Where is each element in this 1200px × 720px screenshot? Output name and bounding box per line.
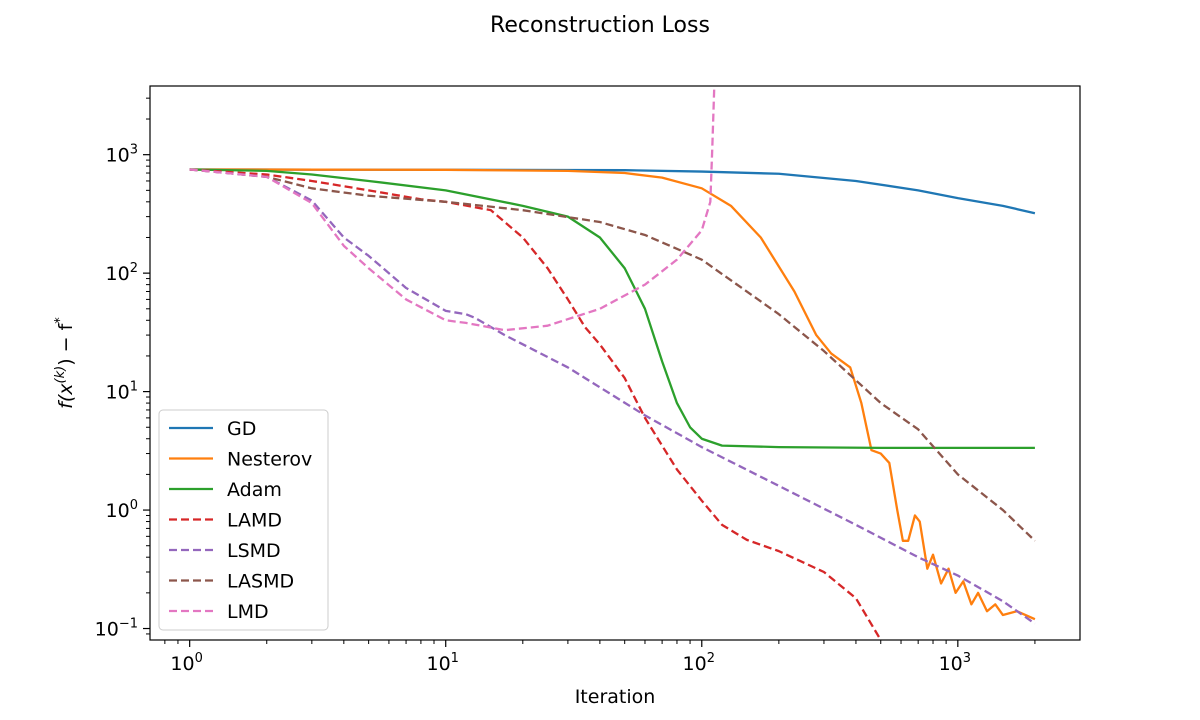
plot-frame <box>149 85 1081 641</box>
lines-layer <box>189 86 1036 640</box>
y-tick-label: 103 <box>106 143 138 167</box>
x-axis-label: Iteration <box>575 686 656 708</box>
y-tick-label: 10−1 <box>95 617 138 641</box>
series-line-lsmd <box>189 168 1036 625</box>
chart-title: Reconstruction Loss <box>490 13 710 38</box>
legend-label-nesterov: Nesterov <box>227 449 312 471</box>
ticks-layer: 100 101 102 103 10−1 100 101 102 103 <box>95 97 1036 675</box>
series-line-adam <box>189 168 1035 450</box>
series-line-lamd <box>189 168 882 640</box>
legend-label-gd: GD <box>227 418 256 440</box>
x-tick-label: 103 <box>939 651 971 675</box>
x-tick-label: 101 <box>426 651 458 675</box>
series-line-lasmd <box>189 168 1036 542</box>
x-tick-label: 100 <box>170 651 202 675</box>
y-tick-label: 101 <box>106 380 138 404</box>
y-tick-label: 102 <box>106 261 138 285</box>
x-tick-label: 102 <box>683 651 715 675</box>
legend: GD Nesterov Adam LAMD LSMD LASMD LMD <box>158 409 329 631</box>
y-axis-label: f(x(k)) − f* <box>53 317 77 409</box>
legend-box <box>158 409 329 631</box>
legend-label-lmd: LMD <box>227 601 269 623</box>
legend-label-lsmd: LSMD <box>227 540 281 562</box>
legend-label-adam: Adam <box>227 479 282 501</box>
series-line-nesterov <box>189 168 1036 621</box>
legend-label-lasmd: LASMD <box>227 571 294 593</box>
y-tick-label: 100 <box>106 498 138 522</box>
series-line-lmd <box>189 86 716 332</box>
legend-label-lamd: LAMD <box>227 510 282 532</box>
